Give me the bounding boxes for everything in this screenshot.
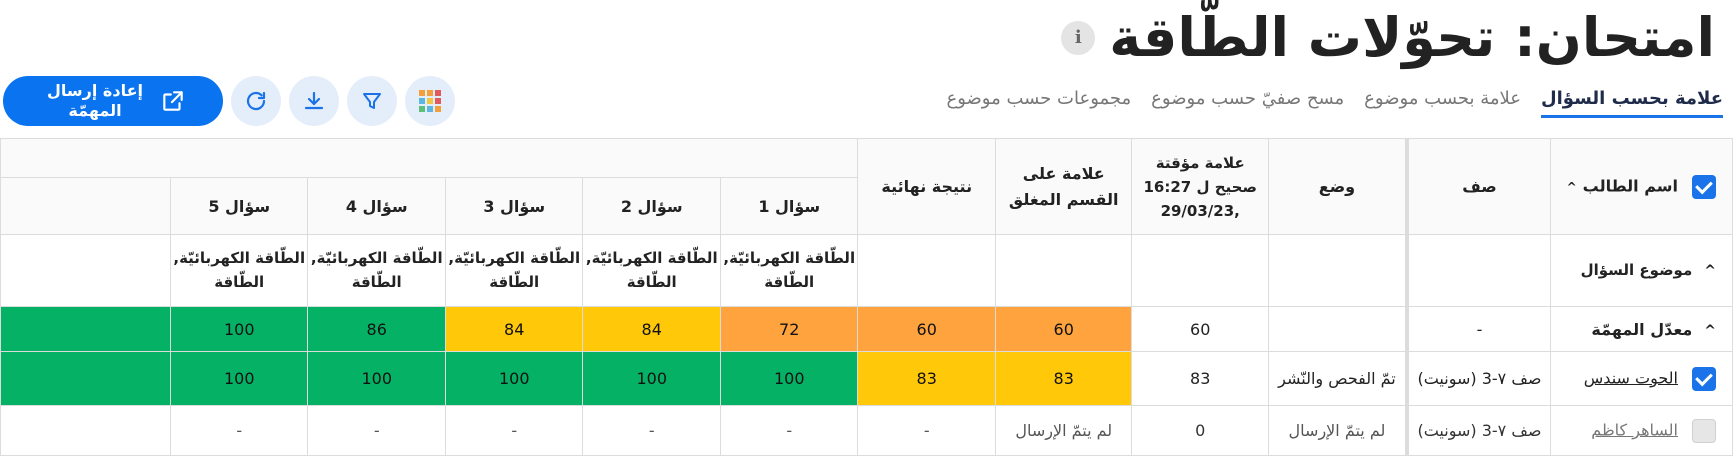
table-cell <box>1267 234 1408 307</box>
filter-icon <box>363 93 381 109</box>
sort-up-icon[interactable]: ^ <box>1566 180 1577 194</box>
q4-header[interactable]: سؤال 4 <box>307 177 446 235</box>
average-final-cell: 60 <box>857 306 996 352</box>
grid-apps-icon <box>419 90 441 112</box>
grades-table: اسم الطالب ^ صف وضع علامة مؤقتة صحيح ل 16… <box>0 138 1733 456</box>
student-name-link[interactable]: الحوت سندس <box>1583 368 1678 387</box>
student-status-cell: لم يتمّ الإرسال <box>1267 405 1408 456</box>
average-q1-cell: 72 <box>719 306 859 352</box>
filter-button[interactable] <box>347 76 397 126</box>
refresh-icon <box>246 91 266 111</box>
average-q4-cell: 86 <box>307 306 446 352</box>
select-all-checkbox[interactable] <box>1692 174 1716 199</box>
table-cell <box>0 351 171 406</box>
student-final-cell: - <box>857 405 996 456</box>
student-final-cell[interactable]: 83 <box>857 351 996 406</box>
student-name-link[interactable]: الساهر كاظم <box>1591 420 1678 439</box>
table-row[interactable]: الساهر كاظم صف ٧-3 (سونيت) لم يتمّ الإرس… <box>0 405 1733 456</box>
topic-row-label-cell[interactable]: ^ موضوع السؤال <box>1550 234 1733 307</box>
student-status-cell: تمّ الفحص والنّشر <box>1267 351 1408 406</box>
q5-header[interactable]: سؤال 5 <box>169 177 309 235</box>
tab-grade-by-question[interactable]: علامة بحسب السؤال <box>1541 88 1723 118</box>
q1-topic: الطّاقة الكهربائيّة, الطّاقة <box>719 234 859 307</box>
toolbar: إعادة إرسال المهمّة <box>3 76 455 126</box>
page-title: امتحان: تحوّلات الطّاقة <box>1109 6 1716 69</box>
q1-header[interactable]: سؤال 1 <box>719 177 859 235</box>
student-q5-cell: - <box>169 405 309 456</box>
student-temp-cell: 83 <box>1131 351 1269 406</box>
tab-groups-by-topic[interactable]: مجموعات حسب موضوع <box>946 88 1132 109</box>
student-q1-cell[interactable]: 100 <box>719 351 859 406</box>
chevron-up-icon[interactable]: ^ <box>1704 262 1716 279</box>
student-name-cell[interactable]: الساهر كاظم <box>1550 405 1733 456</box>
table-row[interactable]: الحوت سندس صف ٧-3 (سونيت) تمّ الفحص والن… <box>0 351 1733 406</box>
title-row: امتحان: تحوّلات الطّاقة i <box>1061 0 1716 75</box>
table-cell <box>1131 234 1269 307</box>
final-result-header: نتيجة نهائية <box>857 138 996 235</box>
average-closed-cell: 60 <box>994 306 1133 352</box>
closed-section-header: علامة على القسم المغلق <box>994 138 1133 235</box>
student-checkbox[interactable] <box>1692 366 1716 391</box>
q3-header[interactable]: سؤال 3 <box>444 177 584 235</box>
chevron-up-icon[interactable]: ^ <box>1704 322 1716 339</box>
average-q5-cell: 100 <box>169 306 309 352</box>
class-header: صف <box>1404 138 1552 235</box>
table-cell <box>1404 234 1552 307</box>
average-q3-cell: 84 <box>444 306 584 352</box>
resend-assignment-label: إعادة إرسال المهمّة <box>47 81 143 120</box>
student-class-cell: صف ٧-3 (سونيت) <box>1404 405 1552 456</box>
student-q4-cell[interactable]: 100 <box>307 351 446 406</box>
student-q4-cell: - <box>307 405 446 456</box>
table-cell <box>0 306 171 352</box>
q4-topic: الطّاقة الكهربائيّة, الطّاقة <box>307 234 446 307</box>
student-q3-cell: - <box>444 405 584 456</box>
student-q1-cell: - <box>719 405 859 456</box>
topic-row-label: موضوع السؤال <box>1580 260 1693 279</box>
external-link-icon <box>163 91 183 111</box>
student-q2-cell[interactable]: 100 <box>582 351 721 406</box>
tab-grade-by-topic[interactable]: علامة بحسب موضوع <box>1364 88 1522 109</box>
table-cell <box>857 234 996 307</box>
student-name-header-label: اسم الطالب <box>1582 176 1678 195</box>
student-closed-cell: لم يتمّ الإرسال <box>994 405 1133 456</box>
student-class-cell: صف ٧-3 (سونيت) <box>1404 351 1552 406</box>
table-cell <box>0 234 171 307</box>
q3-topic: الطّاقة الكهربائيّة, الطّاقة <box>444 234 584 307</box>
info-icon[interactable]: i <box>1061 20 1096 55</box>
student-checkbox[interactable] <box>1692 418 1716 443</box>
download-icon <box>304 91 324 110</box>
q6-header <box>0 177 171 235</box>
tab-class-scan-by-topic[interactable]: مسح صفيّ حسب موضوع <box>1151 88 1345 109</box>
student-q3-cell[interactable]: 100 <box>444 351 584 406</box>
status-header: وضع <box>1267 138 1408 235</box>
q2-header[interactable]: سؤال 2 <box>582 177 721 235</box>
temp-grade-header: علامة مؤقتة صحيح ل 16:27 ,29/03/23 <box>1131 138 1269 235</box>
average-class-cell: - <box>1404 306 1552 352</box>
q5-topic: الطّاقة الكهربائيّة, الطّاقة <box>169 234 309 307</box>
average-temp-cell: 60 <box>1131 306 1269 352</box>
student-temp-cell: 0 <box>1131 405 1269 456</box>
refresh-button[interactable] <box>231 76 281 126</box>
q2-topic: الطّاقة الكهربائيّة, الطّاقة <box>582 234 721 307</box>
questions-group-header <box>0 138 859 178</box>
average-row-label-cell[interactable]: ^ معدّل المهمّة <box>1550 306 1733 352</box>
resend-assignment-button[interactable]: إعادة إرسال المهمّة <box>3 76 223 126</box>
grades-table-container[interactable]: اسم الطالب ^ صف وضع علامة مؤقتة صحيح ل 16… <box>0 138 1733 456</box>
average-q2-cell: 84 <box>582 306 721 352</box>
student-name-cell[interactable]: الحوت سندس <box>1550 351 1733 406</box>
apps-button[interactable] <box>405 76 455 126</box>
view-tabs: علامة بحسب السؤال علامة بحسب موضوع مسح ص… <box>946 88 1723 118</box>
download-button[interactable] <box>289 76 339 126</box>
student-closed-cell[interactable]: 83 <box>994 351 1133 406</box>
student-name-header[interactable]: اسم الطالب ^ <box>1550 138 1733 235</box>
table-cell <box>0 405 171 456</box>
student-q5-cell[interactable]: 100 <box>169 351 309 406</box>
table-cell <box>994 234 1133 307</box>
topic-row: ^ موضوع السؤال الطّاقة الكهربائيّة, الطّا… <box>0 234 1733 307</box>
average-row: ^ معدّل المهمّة - 60 60 60 72 84 84 86 10… <box>0 306 1733 352</box>
average-row-label: معدّل المهمّة <box>1591 319 1693 339</box>
student-q2-cell: - <box>582 405 721 456</box>
average-status-cell <box>1267 306 1408 352</box>
